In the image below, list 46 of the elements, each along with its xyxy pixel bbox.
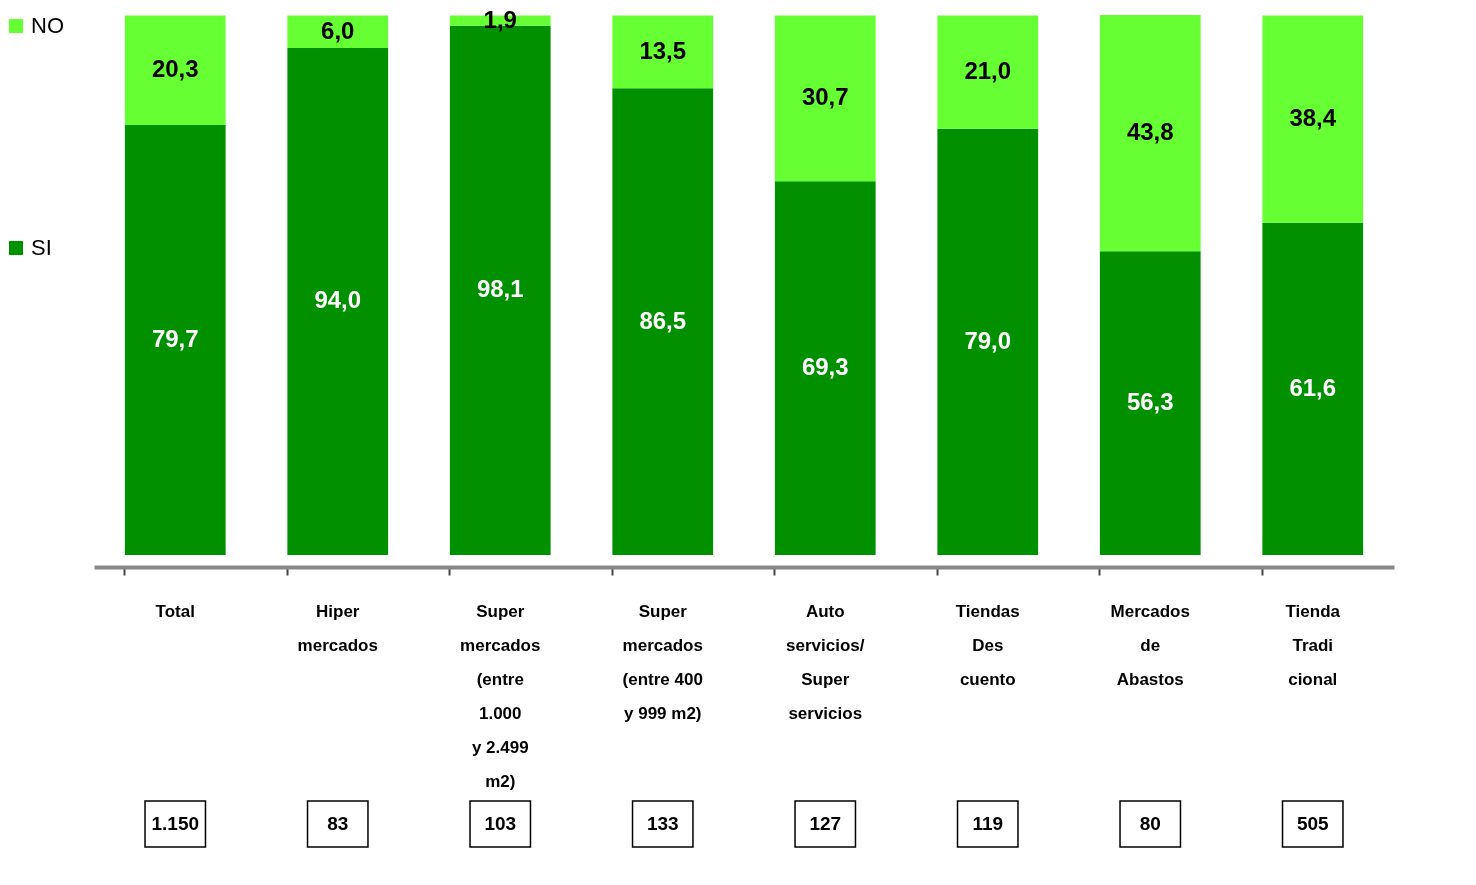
bar xyxy=(1099,15,1201,252)
x-tick-label: Tienda Tradi cional xyxy=(1285,601,1341,689)
text: 103 xyxy=(484,813,517,834)
x-tick-label: Tiendas Des cuento xyxy=(955,601,1020,689)
text: 80 xyxy=(1139,813,1161,834)
data-label: 30,7 xyxy=(801,83,849,111)
bar xyxy=(774,15,876,182)
legend-label: SI xyxy=(31,235,52,260)
data-label: 56,3 xyxy=(1126,388,1174,416)
bar xyxy=(612,88,714,555)
bar xyxy=(612,15,714,89)
data-label: 79,0 xyxy=(964,326,1012,354)
data-label: 61,6 xyxy=(1289,373,1337,401)
x-tick-label: Total xyxy=(155,601,195,621)
data-label: 69,3 xyxy=(801,353,849,381)
x-tick-label: Auto servicios/ Super servicios xyxy=(786,601,865,723)
x-tick-label: Mercados de Abastos xyxy=(1110,601,1190,689)
bar xyxy=(937,15,1039,129)
text: 133 xyxy=(646,813,679,834)
bar xyxy=(774,181,876,555)
bar xyxy=(124,15,226,126)
x-tick-label: Super mercados (entre 400 y 999 m2) xyxy=(622,601,703,723)
data-label: 79,7 xyxy=(151,325,199,353)
bar xyxy=(287,47,389,555)
legend-label: NO xyxy=(31,13,64,38)
data-label: 38,4 xyxy=(1289,104,1337,132)
data-label: 21,0 xyxy=(964,57,1012,85)
text: 119 xyxy=(972,813,1004,834)
data-label: 20,3 xyxy=(151,55,199,83)
data-label: 13,5 xyxy=(639,36,687,64)
text: 1.150 xyxy=(151,813,200,834)
data-label: 6,0 xyxy=(321,16,355,44)
x-tick-label: Super mercados (entre 1.000 y 2.499 m2) xyxy=(460,601,541,791)
text: 505 xyxy=(1296,813,1330,834)
bar xyxy=(124,125,226,555)
data-label: 98,1 xyxy=(476,275,524,303)
text: 83 xyxy=(327,813,349,834)
text: 127 xyxy=(809,813,842,834)
data-label: 43,8 xyxy=(1126,118,1174,146)
bar xyxy=(1262,222,1364,555)
bar xyxy=(937,128,1039,555)
x-tick-label: Hiper mercados xyxy=(297,601,378,655)
data-label: 94,0 xyxy=(314,286,362,314)
data-label: 86,5 xyxy=(639,306,687,334)
bar xyxy=(1099,251,1201,555)
bar xyxy=(1262,15,1364,223)
